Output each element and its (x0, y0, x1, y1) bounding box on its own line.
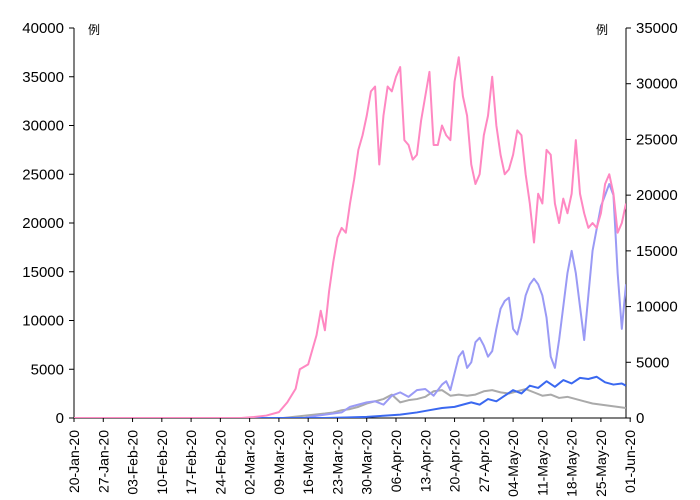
x-tick-label: 01-Jun-20 (622, 430, 638, 493)
right-y-tick-label: 15000 (636, 243, 678, 260)
series-line-us (74, 56, 626, 418)
left-y-tick-label: 10000 (22, 313, 64, 330)
x-tick-label: 18-May-20 (564, 430, 580, 497)
series-line-brazil (74, 183, 626, 418)
x-tick-label: 17-Feb-20 (183, 430, 199, 495)
x-tick-label: 04-May-20 (505, 430, 521, 497)
x-tick-label: 13-Apr-20 (417, 430, 433, 492)
x-tick-label: 20-Jan-20 (66, 430, 82, 493)
x-tick-label: 20-Apr-20 (447, 430, 463, 492)
right-axis-unit-label: 例 (596, 23, 608, 37)
left-y-tick-label: 25000 (22, 166, 64, 183)
series-layer (74, 56, 626, 418)
right-y-tick-label: 5000 (636, 354, 669, 371)
left-y-tick-label: 40000 (22, 20, 64, 37)
right-y-tick-label: 10000 (636, 299, 678, 316)
x-tick-label: 25-May-20 (593, 430, 609, 497)
x-tick-label: 24-Feb-20 (212, 430, 228, 495)
right-y-tick-label: 0 (636, 410, 644, 427)
left-y-tick-label: 20000 (22, 215, 64, 232)
right-y-tick-label: 25000 (636, 131, 678, 148)
x-tick-label: 27-Apr-20 (476, 430, 492, 492)
labels-layer: 例 例 0 5000 10000 15000 20000 25000 30000 35000 4… (22, 20, 677, 497)
left-y-tick-label: 15000 (22, 264, 64, 281)
left-y-tick-label: 35000 (22, 69, 64, 86)
left-y-tick-label: 30000 (22, 118, 64, 135)
x-tick-label: 27-Jan-20 (95, 430, 111, 493)
x-tick-label: 10-Feb-20 (154, 430, 170, 495)
series-line-russia (74, 388, 626, 418)
x-tick-label: 06-Apr-20 (388, 430, 404, 492)
x-tick-label: 16-Mar-20 (300, 430, 316, 495)
x-tick-label: 30-Mar-20 (359, 430, 375, 495)
right-y-tick-label: 35000 (636, 20, 678, 37)
series-line-india (74, 375, 626, 418)
right-y-tick-label: 30000 (636, 76, 678, 93)
x-tick-label: 09-Mar-20 (271, 430, 287, 495)
left-y-tick-label: 5000 (31, 361, 64, 378)
x-tick-label: 03-Feb-20 (125, 430, 141, 495)
right-y-tick-label: 20000 (636, 187, 678, 204)
axes-layer (69, 27, 631, 422)
left-axis-unit-label: 例 (88, 23, 100, 37)
left-y-tick-label: 0 (56, 410, 64, 427)
x-tick-label: 23-Mar-20 (329, 430, 345, 495)
x-tick-label: 02-Mar-20 (242, 430, 258, 495)
x-tick-label: 11-May-20 (534, 430, 550, 496)
